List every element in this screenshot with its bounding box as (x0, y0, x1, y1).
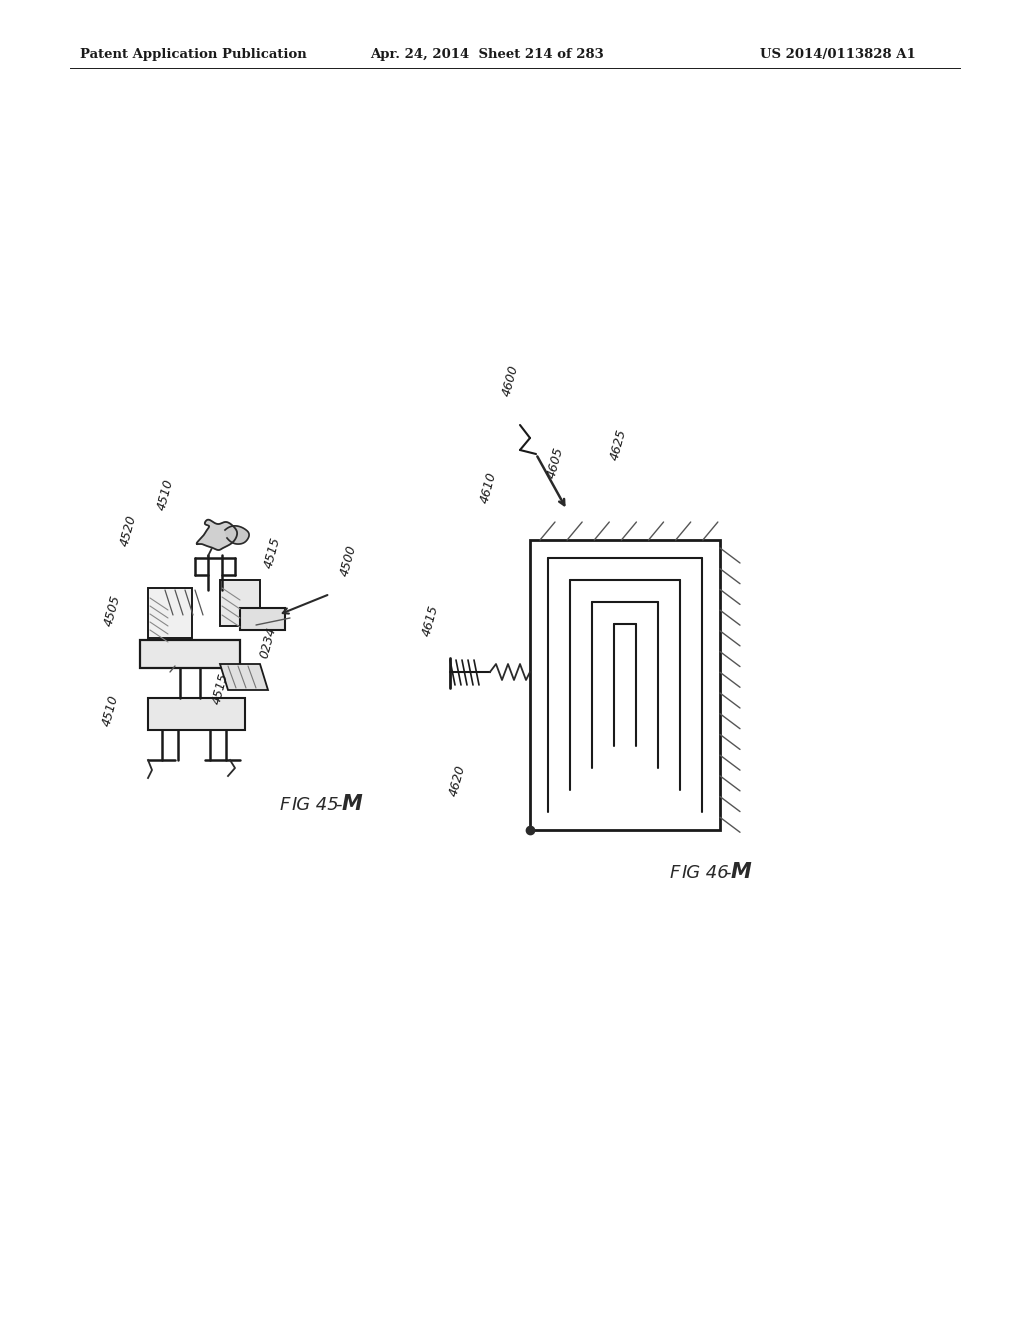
Text: 4505: 4505 (102, 594, 123, 628)
Text: 4625: 4625 (608, 428, 629, 462)
Polygon shape (220, 664, 268, 690)
Text: F: F (280, 796, 291, 814)
Text: 4510: 4510 (155, 478, 176, 512)
Polygon shape (148, 587, 193, 638)
Text: IG: IG (292, 796, 311, 814)
Text: Patent Application Publication: Patent Application Publication (80, 48, 307, 61)
Text: 4610: 4610 (478, 471, 499, 506)
Text: 4510: 4510 (100, 694, 121, 729)
Text: 4500: 4500 (338, 544, 358, 578)
Text: 4515: 4515 (210, 672, 230, 706)
Polygon shape (148, 698, 245, 730)
Text: 4615: 4615 (420, 603, 441, 638)
Text: 4515: 4515 (262, 536, 283, 570)
Text: 46: 46 (700, 865, 729, 882)
Text: -: - (724, 865, 730, 882)
Text: 4520: 4520 (118, 513, 139, 548)
Text: US 2014/0113828 A1: US 2014/0113828 A1 (760, 48, 915, 61)
Text: 4620: 4620 (447, 764, 468, 799)
Text: -: - (335, 796, 341, 814)
Text: 0234: 0234 (258, 626, 279, 660)
Polygon shape (240, 609, 285, 630)
Text: Apr. 24, 2014  Sheet 214 of 283: Apr. 24, 2014 Sheet 214 of 283 (370, 48, 604, 61)
Text: M: M (731, 862, 752, 882)
Text: IG: IG (682, 865, 701, 882)
Text: F: F (670, 865, 680, 882)
Text: 4605: 4605 (545, 446, 566, 480)
Text: 4600: 4600 (500, 364, 521, 399)
Polygon shape (140, 640, 240, 668)
Polygon shape (225, 525, 249, 544)
Text: 45: 45 (310, 796, 339, 814)
Text: M: M (342, 795, 362, 814)
Polygon shape (197, 520, 238, 550)
Polygon shape (220, 579, 260, 626)
